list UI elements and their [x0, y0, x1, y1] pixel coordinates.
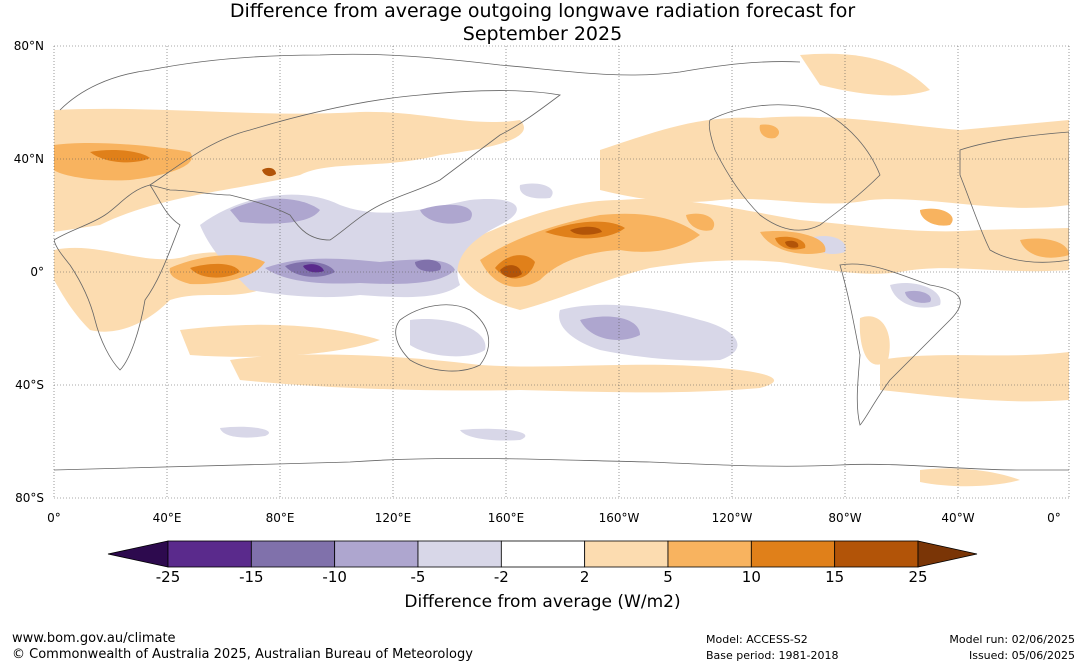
lon-label-160e: 160°E	[487, 511, 525, 525]
footer-website: www.bom.gov.au/climate	[12, 631, 176, 646]
coastlines	[54, 53, 1069, 471]
anomaly-lavender	[230, 198, 931, 340]
lon-label-160w: 160°W	[598, 511, 640, 525]
graticule	[53, 45, 1070, 499]
colorbar-label: Difference from average (W/m2)	[404, 592, 681, 612]
lon-label-120w: 120°W	[711, 511, 753, 525]
colorbar-tick-label: 5	[663, 568, 673, 586]
colorbar-swatch	[834, 540, 919, 568]
footer-model-run: Model run: 02/06/2025	[949, 633, 1075, 646]
colorbar-tick-label: 10	[741, 568, 761, 586]
footer-copyright: © Commonwealth of Australia 2025, Austra…	[12, 647, 473, 662]
colorbar-swatch	[584, 540, 669, 568]
colorbar-tick-label: 15	[825, 568, 845, 586]
footer-base-period: Base period: 1981-2018	[706, 649, 839, 662]
lon-label-80w: 80°W	[828, 511, 862, 525]
footer-model: Model: ACCESS-S2	[706, 633, 808, 646]
lat-label-40s: 40°S	[15, 378, 44, 392]
colorbar-swatch	[250, 540, 336, 568]
title-line-1: Difference from average outgoing longwav…	[229, 0, 856, 22]
footer-issued: Issued: 05/06/2025	[968, 649, 1075, 662]
lat-label-40n: 40°N	[13, 152, 44, 166]
colorbar-swatch	[667, 540, 752, 568]
colorbar-swatch	[417, 540, 502, 568]
colorbar-extend-low	[107, 540, 169, 568]
anomaly-brown	[262, 167, 799, 278]
colorbar-tick-label: -15	[239, 568, 264, 586]
colorbar-swatch	[750, 540, 836, 568]
lon-label-40w: 40°W	[941, 511, 975, 525]
lat-label-80s: 80°S	[15, 491, 44, 505]
colorbar-extend-high	[917, 540, 978, 568]
colorbar-swatch	[167, 540, 252, 568]
colorbar-swatch	[500, 540, 586, 568]
lat-label-80n: 80°N	[13, 39, 44, 53]
lat-label-eq: 0°	[30, 265, 44, 279]
lon-label-0-left: 0°	[47, 511, 61, 525]
colorbar-swatch	[334, 540, 419, 568]
map-title: Difference from average outgoing longwav…	[0, 0, 1085, 46]
title-line-2: September 2025	[462, 23, 623, 45]
colorbar-tick-label: 25	[908, 568, 928, 586]
lon-label-80e: 80°E	[265, 511, 295, 525]
colorbar-tick-label: -5	[410, 568, 426, 586]
colorbar-tick-label: -2	[493, 568, 509, 586]
lon-label-120e: 120°E	[374, 511, 412, 525]
colorbar-tick-label: -10	[322, 568, 347, 586]
lon-label-40e: 40°E	[152, 511, 182, 525]
anomaly-dark-purple	[303, 264, 324, 273]
lon-label-0-right: 0°	[1047, 511, 1061, 525]
anomaly-field	[54, 53, 1069, 487]
colorbar	[107, 540, 978, 568]
colorbar-tick-label: 2	[579, 568, 590, 586]
colorbar-tick-label: -25	[155, 568, 181, 586]
